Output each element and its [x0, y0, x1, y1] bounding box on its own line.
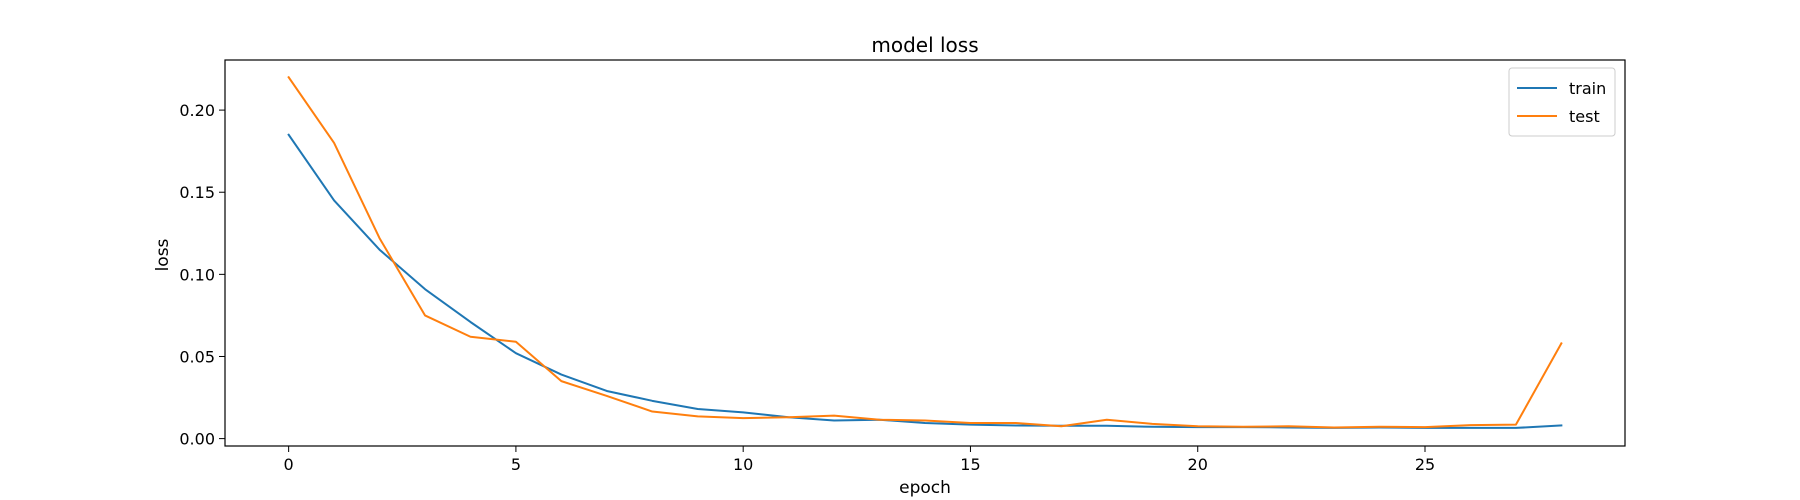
y-tick-label: 0.15	[179, 183, 215, 202]
legend-box	[1508, 67, 1616, 137]
chart-title: model loss	[871, 33, 978, 57]
legend-label-train: train	[1569, 79, 1606, 98]
plot-area: 0 5 10 15 20 25 0.00 0.05 0.10 0.15 0.20 train test	[179, 59, 1626, 474]
x-tick-label: 5	[511, 455, 521, 474]
x-axis-title: epoch	[899, 478, 951, 498]
x-tick-label: 25	[1415, 455, 1435, 474]
y-tick-label: 0.20	[179, 101, 215, 120]
x-tick-label: 10	[733, 455, 753, 474]
y-tick-label: 0.00	[179, 430, 215, 449]
series-line-test	[287, 75, 1563, 429]
x-tick-label: 0	[284, 455, 294, 474]
y-tick-label: 0.10	[179, 265, 215, 284]
legend-label-test: test	[1569, 107, 1600, 126]
axes-frame	[224, 59, 1626, 447]
y-axis-title: loss	[153, 238, 173, 271]
x-tick-label: 15	[960, 455, 980, 474]
y-tick-label: 0.05	[179, 347, 215, 366]
x-tick-label: 20	[1188, 455, 1208, 474]
